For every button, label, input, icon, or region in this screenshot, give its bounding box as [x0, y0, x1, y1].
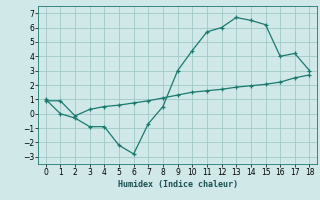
X-axis label: Humidex (Indice chaleur): Humidex (Indice chaleur) — [118, 180, 238, 189]
